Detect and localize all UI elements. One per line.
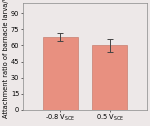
Bar [93,45,127,109]
Bar [43,37,78,109]
Y-axis label: Attachment ratio of barnacle larva/%: Attachment ratio of barnacle larva/% [3,0,9,118]
